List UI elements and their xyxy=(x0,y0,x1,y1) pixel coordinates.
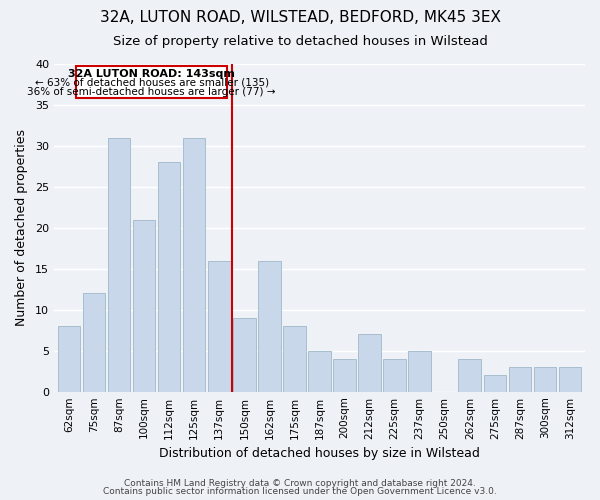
Bar xyxy=(183,138,205,392)
Text: 32A, LUTON ROAD, WILSTEAD, BEDFORD, MK45 3EX: 32A, LUTON ROAD, WILSTEAD, BEDFORD, MK45… xyxy=(100,10,500,25)
Bar xyxy=(358,334,381,392)
Bar xyxy=(308,350,331,392)
Bar xyxy=(158,162,181,392)
Bar xyxy=(458,359,481,392)
Bar xyxy=(533,367,556,392)
Text: 36% of semi-detached houses are larger (77) →: 36% of semi-detached houses are larger (… xyxy=(28,87,276,97)
Bar xyxy=(258,260,281,392)
Bar xyxy=(383,359,406,392)
Bar xyxy=(509,367,531,392)
FancyBboxPatch shape xyxy=(76,66,227,98)
Bar xyxy=(58,326,80,392)
Bar xyxy=(484,376,506,392)
Bar xyxy=(559,367,581,392)
Text: Size of property relative to detached houses in Wilstead: Size of property relative to detached ho… xyxy=(113,35,487,48)
Bar xyxy=(409,350,431,392)
Text: ← 63% of detached houses are smaller (135): ← 63% of detached houses are smaller (13… xyxy=(35,78,269,88)
Bar xyxy=(108,138,130,392)
Y-axis label: Number of detached properties: Number of detached properties xyxy=(15,130,28,326)
X-axis label: Distribution of detached houses by size in Wilstead: Distribution of detached houses by size … xyxy=(159,447,480,460)
Bar xyxy=(133,220,155,392)
Text: Contains public sector information licensed under the Open Government Licence v3: Contains public sector information licen… xyxy=(103,487,497,496)
Bar xyxy=(208,260,230,392)
Bar xyxy=(283,326,305,392)
Text: 32A LUTON ROAD: 143sqm: 32A LUTON ROAD: 143sqm xyxy=(68,69,235,79)
Text: Contains HM Land Registry data © Crown copyright and database right 2024.: Contains HM Land Registry data © Crown c… xyxy=(124,478,476,488)
Bar xyxy=(333,359,356,392)
Bar xyxy=(233,318,256,392)
Bar xyxy=(83,294,105,392)
